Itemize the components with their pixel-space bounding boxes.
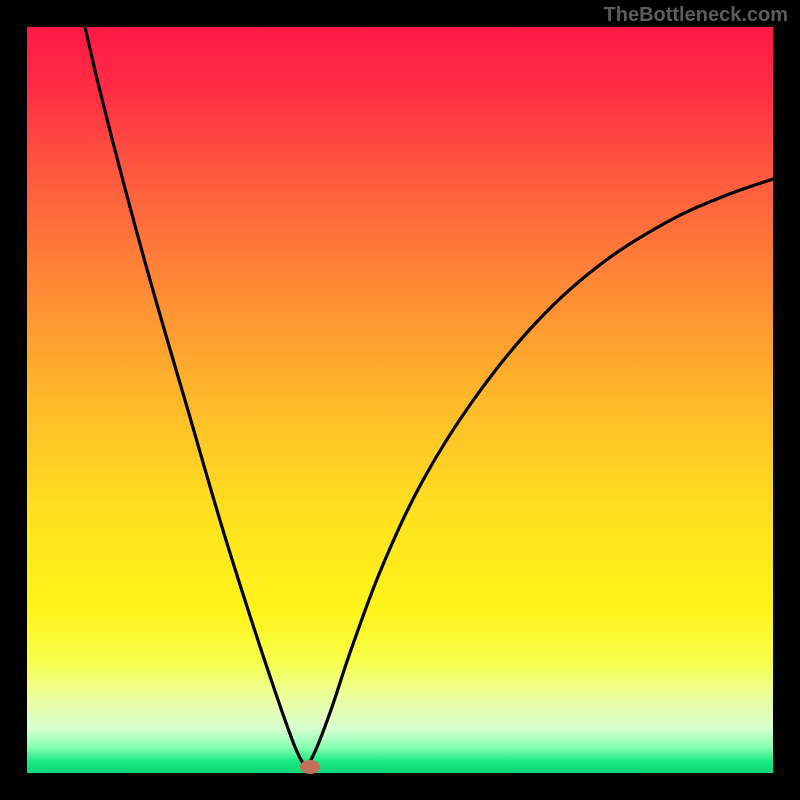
- vertex-marker: [300, 760, 320, 774]
- bottleneck-curve-right: [306, 179, 773, 769]
- curve-layer: [27, 27, 773, 773]
- chart-frame: TheBottleneck.com: [0, 0, 800, 800]
- watermark-text: TheBottleneck.com: [604, 4, 788, 27]
- bottleneck-curve-left: [85, 27, 306, 769]
